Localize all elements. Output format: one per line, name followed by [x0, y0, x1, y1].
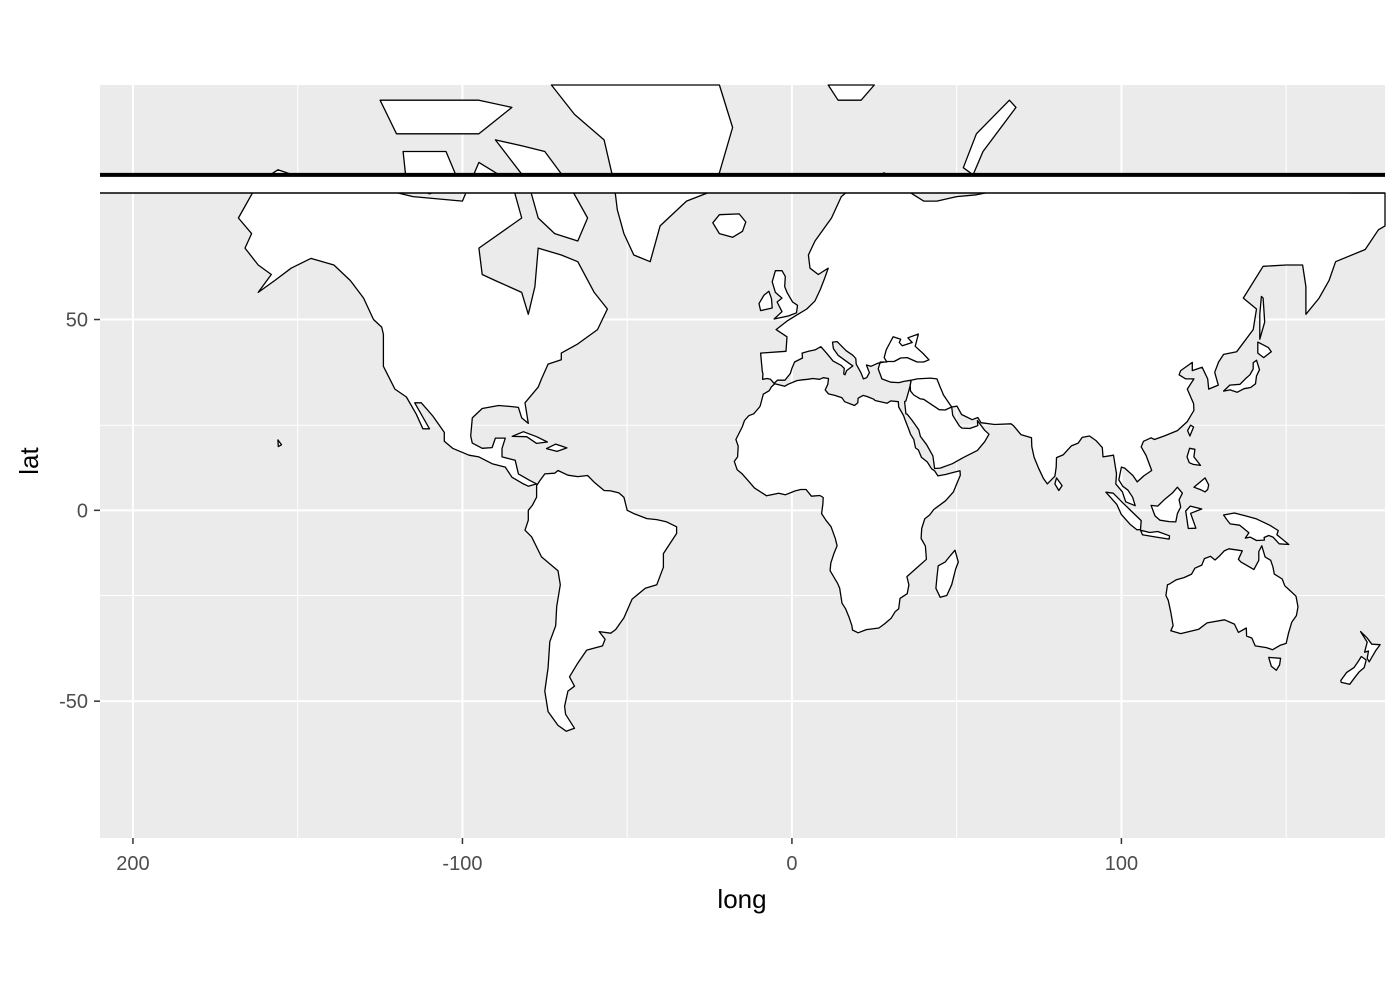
region-sulawesi	[1185, 505, 1203, 530]
region-philippines-luzon	[1186, 447, 1202, 467]
polar-band-fill	[100, 174, 1385, 194]
region-java	[1139, 529, 1171, 540]
region-borneo	[1150, 486, 1184, 523]
region-hispaniola	[545, 443, 568, 453]
y-tick-label: -50	[59, 691, 88, 713]
y-tick-label: 0	[77, 500, 88, 522]
region-philippines-mindanao	[1193, 477, 1210, 493]
region-iceland	[712, 213, 747, 238]
region-taiwan	[1186, 424, 1195, 437]
region-new-guinea	[1222, 512, 1290, 546]
region-new-zealand-south	[1340, 655, 1367, 685]
region-ireland	[758, 290, 773, 312]
region-new-zealand-north	[1359, 630, 1381, 663]
region-sakhalin	[1259, 295, 1266, 340]
region-madagascar	[935, 549, 959, 598]
x-tick-label: 200	[116, 853, 149, 875]
region-arabian-peninsula-north	[909, 377, 953, 411]
region-japan-hokkaido	[1257, 341, 1272, 359]
region-africa	[733, 377, 961, 634]
x-tick-label: -100	[442, 853, 482, 875]
region-sumatra	[1105, 491, 1142, 531]
region-tasmania	[1268, 656, 1282, 671]
x-tick-label: 100	[1105, 853, 1138, 875]
y-tick-label: 50	[66, 310, 88, 332]
region-hawaii	[277, 439, 283, 448]
region-south-america	[524, 469, 678, 732]
x-axis-title: long	[717, 884, 766, 914]
region-japan-honshu	[1222, 359, 1261, 393]
region-arctic-islands	[379, 99, 513, 135]
region-cuba	[511, 431, 549, 445]
polar-band	[100, 172, 1385, 194]
y-axis-title: lat	[14, 446, 44, 474]
axis-ticks: 200 -100 0 100 -50 0 50	[59, 310, 1138, 875]
region-svalbard	[827, 84, 875, 101]
region-sri-lanka	[1054, 477, 1063, 492]
region-north-america	[237, 161, 609, 487]
x-tick-label: 0	[786, 853, 797, 875]
region-britain	[771, 270, 799, 320]
region-australia	[1165, 545, 1299, 651]
